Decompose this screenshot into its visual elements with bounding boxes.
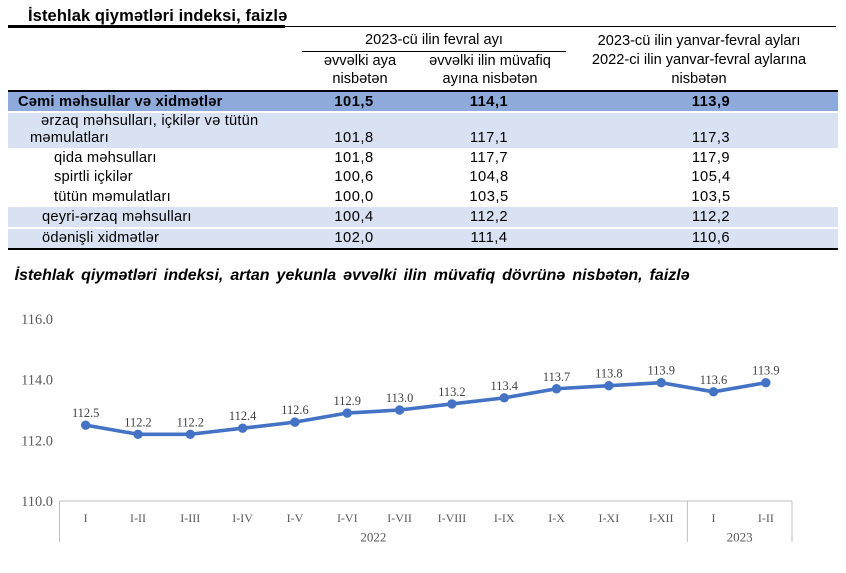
x-axis-category-label: I-XII [649, 511, 674, 525]
table-row: ödənişli xidmətlər 102,0 111,4 110,6 [8, 229, 838, 248]
row-label: qida məhsulları [54, 149, 157, 166]
row-value: 117,1 [469, 130, 509, 146]
row-value: 110,6 [691, 230, 731, 247]
row-label: ərzaq məhsulları, içkilər və tütün məmul… [30, 112, 259, 147]
row-label: tütün məmulatları [54, 188, 171, 205]
x-axis-category-label: I-II [130, 511, 146, 525]
y-axis-tick-label: 116.0 [21, 312, 53, 328]
x-axis-category-label: I-VII [387, 511, 412, 525]
row-value: 103,5 [691, 188, 731, 205]
row-value: 112,2 [469, 208, 509, 225]
table-header-bottom-border [8, 89, 838, 92]
data-point-marker [761, 377, 771, 388]
data-point-marker [133, 429, 143, 439]
table-header-jan-feb-vs-prev-year: 2023-cü ilin yanvar-fevral ayları 2022-c… [591, 32, 807, 87]
table-header-vs-same-month-prev-year: əvvəlki ilin müvafiq ayına nisbətən [429, 53, 551, 87]
row-value: 117,9 [691, 149, 731, 166]
data-point-marker [342, 408, 352, 418]
x-axis-category-label: I-VIII [438, 511, 467, 525]
page-title: İstehlak qiymətləri indeksi, faizlə [28, 6, 288, 25]
x-axis-category-label: I-III [180, 511, 200, 525]
cpi-data-line [83, 380, 768, 437]
table-row: ərzaq məhsulları, içkilər və tütün məmul… [8, 112, 838, 148]
x-axis-category-label: I-X [548, 511, 565, 525]
row-label: Cəmi məhsullar və xidmətlər [18, 93, 223, 110]
data-point-label: 113.0 [386, 391, 413, 405]
x-axis-category-label: I-II [758, 511, 774, 525]
data-point-marker [80, 420, 91, 430]
data-point-label: 112.2 [124, 415, 151, 429]
x-axis-year-label: 2022 [360, 530, 386, 545]
data-point-marker [551, 384, 562, 394]
y-axis-tick-label: 110.0 [21, 494, 53, 510]
row-value: 101,5 [334, 93, 374, 110]
y-axis-tick-label: 114.0 [21, 373, 53, 389]
row-value: 117,3 [691, 130, 731, 146]
data-point-label: 112.2 [177, 415, 204, 429]
row-value: 100,4 [334, 208, 374, 225]
row-value: 117,7 [469, 149, 509, 166]
data-point-label: 113.7 [543, 370, 570, 384]
row-value: 111,4 [470, 230, 508, 247]
data-point-label: 113.9 [752, 364, 779, 378]
row-value: 112,2 [691, 208, 731, 225]
row-value: 103,5 [469, 188, 509, 205]
data-point-label: 112.9 [334, 394, 361, 408]
table-top-border [285, 25, 836, 28]
data-point-marker [394, 405, 405, 415]
row-value: 113,9 [691, 93, 731, 110]
row-label: spirtli içkilər [54, 169, 133, 186]
x-axis-category-label: I-V [287, 511, 304, 525]
title-underline [8, 25, 285, 28]
table-row: tütün məmulatları 100,0 103,5 103,5 [8, 187, 838, 207]
table-header-vs-prev-month: əvvəlki aya nisbətən [323, 53, 397, 87]
x-axis-category-label: I [84, 511, 88, 525]
x-axis-year-label: 2023 [727, 530, 753, 545]
row-value: 101,8 [334, 130, 374, 146]
row-value: 101,8 [334, 149, 374, 166]
y-axis-tick-label: 112.0 [21, 433, 53, 449]
data-point-marker [499, 393, 509, 403]
data-point-marker [708, 387, 719, 397]
table-header-february-group: 2023-cü ilin fevral ayı [365, 32, 503, 48]
data-point-marker [656, 377, 666, 388]
row-value: 105,4 [691, 169, 731, 186]
data-point-label: 113.8 [595, 367, 622, 381]
row-value: 100,0 [334, 188, 374, 205]
table-row: spirtli içkilər 100,6 104,8 105,4 [8, 167, 838, 187]
data-point-marker [447, 399, 457, 409]
x-axis-category-label: I-VI [337, 511, 358, 525]
chart-title: İstehlak qiymətləri indeksi, artan yekun… [14, 267, 690, 284]
row-value: 104,8 [469, 169, 509, 186]
data-point-label: 112.5 [72, 406, 99, 420]
table-row: Cəmi məhsullar və xidmətlər 101,5 114,1 113… [8, 92, 838, 111]
data-point-marker [604, 381, 614, 391]
data-point-marker [185, 429, 196, 439]
row-value: 102,0 [334, 230, 374, 247]
data-point-label: 113.6 [700, 373, 727, 387]
x-axis-category-label: I-IV [232, 511, 253, 525]
table-row: qeyri-ərzaq məhsulları 100,4 112,2 112,2 [8, 206, 838, 227]
data-point-label: 113.2 [438, 385, 465, 399]
data-point-marker [237, 423, 248, 433]
row-label: qeyri-ərzaq məhsulları [42, 208, 192, 225]
data-point-label: 113.4 [491, 379, 518, 393]
data-point-marker [290, 417, 300, 427]
data-point-label: 112.4 [229, 409, 256, 423]
x-axis-category-label: I-XI [599, 511, 620, 525]
row-label: ödənişli xidmətlər [42, 230, 160, 247]
table-bottom-border [8, 248, 838, 250]
x-axis-category-label: I [712, 511, 716, 525]
row-value: 114,1 [469, 93, 509, 110]
table-header-february-underline [302, 50, 566, 53]
row-value: 100,6 [334, 169, 374, 186]
data-point-label: 112.6 [281, 403, 308, 417]
data-point-label: 113.9 [647, 364, 674, 378]
x-axis-category-label: I-IX [494, 511, 515, 525]
table-row: qida məhsulları 101,8 117,7 117,9 [8, 148, 838, 168]
